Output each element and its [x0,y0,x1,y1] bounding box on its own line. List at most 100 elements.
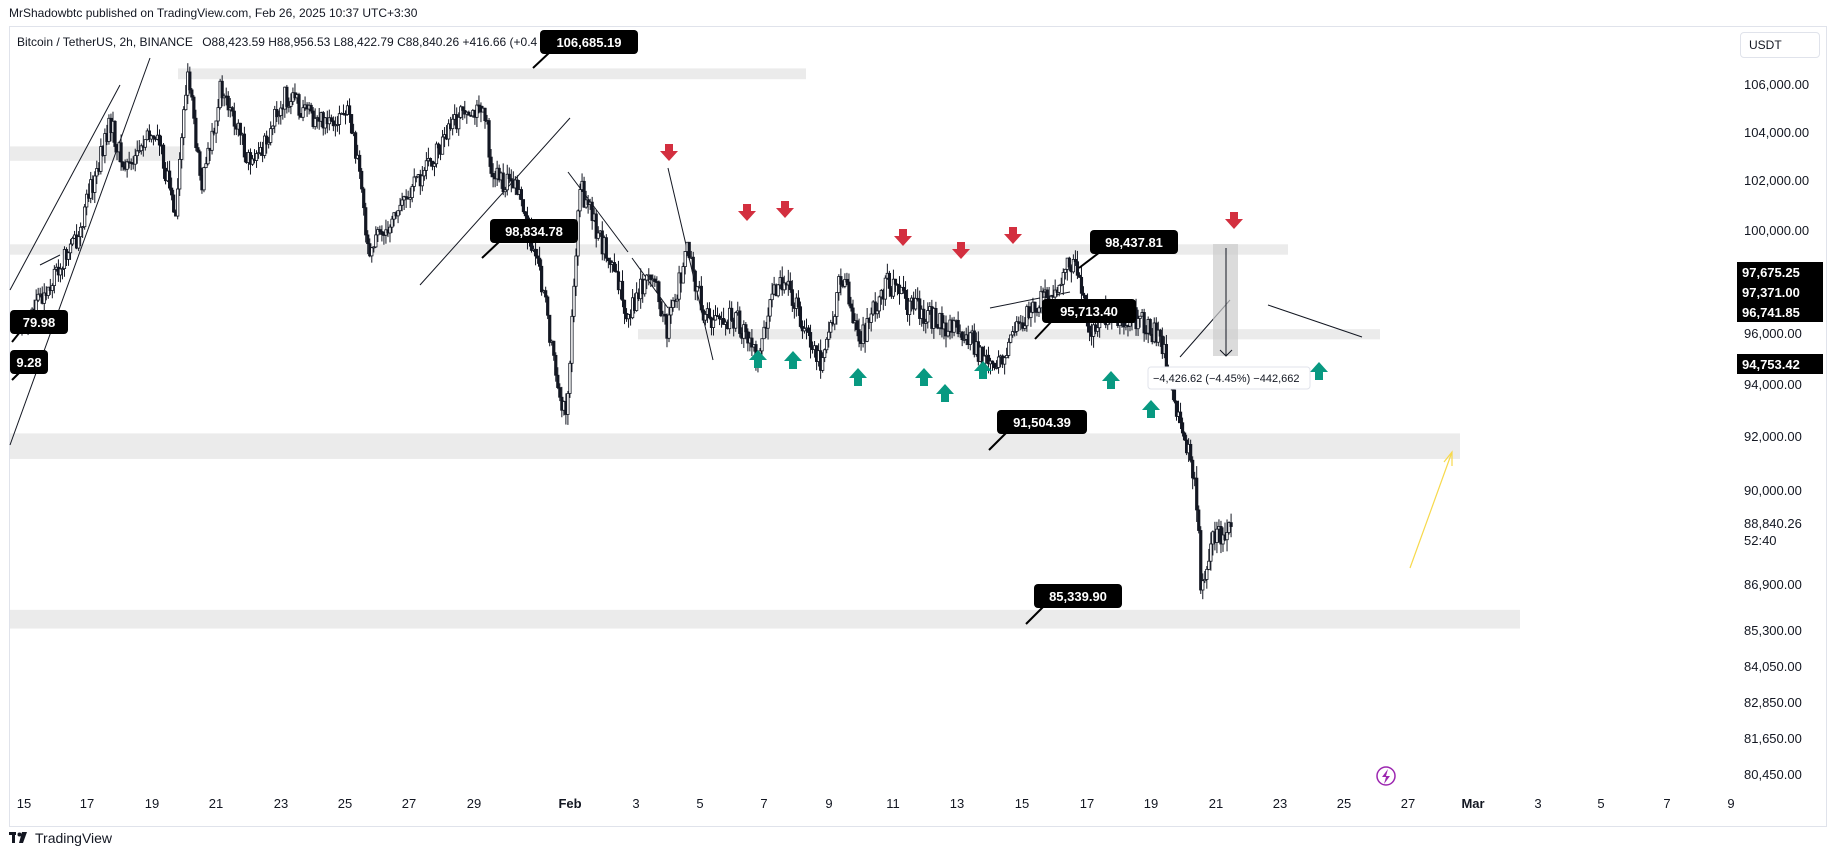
candle-body [297,94,301,116]
down-arrow-icon [894,229,912,246]
candle-body [113,120,117,147]
candle-body [869,313,873,323]
x-tick-label: 23 [1273,796,1287,811]
candle-body [738,310,742,334]
sr-zone [10,244,1288,255]
down-arrow-icon [952,242,970,259]
price-axis: 106,000.00 104,000.00 102,000.00 100,000.00… [1744,77,1809,782]
callout-label: 79.98 [23,315,56,330]
candle-body [81,226,85,229]
trendline [9,84,121,291]
candle-body [1087,325,1092,333]
callout-label: 106,685.19 [556,35,621,50]
candle-body [182,109,186,139]
zones-layer [10,68,1520,629]
candle-body [254,153,259,161]
sr-zone [10,609,1520,629]
candle-body [1045,289,1049,298]
candle-body [412,176,416,187]
callout-label: 9.28 [16,355,41,370]
candle-body [968,332,972,345]
candle-body [400,199,404,206]
candle-body [776,284,780,297]
candle-body [515,179,519,195]
candle-body [746,331,750,344]
candle-body [125,161,129,170]
footer-brand[interactable]: TradingView [9,830,112,846]
candle-body [582,180,586,208]
trendline [9,57,151,446]
candle-body [691,256,695,272]
candle-body [1011,331,1015,336]
candle-body [574,255,578,287]
x-tick-label: Feb [558,796,581,811]
y-tick-label: 94,000.00 [1744,377,1802,392]
candle-body [79,226,83,238]
candle-body [990,360,995,364]
candle-body [204,163,208,168]
candle-body [760,338,764,352]
candle-body [782,282,786,291]
up-arrow-icon [936,384,954,402]
candle-body [285,86,289,107]
currency-button[interactable]: USDT [1740,32,1820,58]
candle-body [1158,329,1162,337]
symbol-legend[interactable]: Bitcoin / TetherUS, 2h, BINANCE O88,423.… [17,35,537,49]
candle-body [269,128,273,143]
x-tick-label: 3 [632,796,639,811]
candle-body [1077,274,1082,278]
sr-zone [10,146,185,161]
x-tick-label: Mar [1461,796,1484,811]
down-arrow-icon [1004,227,1022,244]
y-tick-label: 102,000.00 [1744,173,1809,188]
x-tick-label: 15 [1015,796,1029,811]
y-tick-label: 90,000.00 [1744,483,1802,498]
price-badge-bg [1737,282,1823,302]
trendline [1267,304,1363,338]
candle-body [36,293,40,301]
callout-bg [540,30,638,54]
down-arrow-icon [776,201,794,218]
callout-label: 91,504.39 [1013,415,1071,430]
candle-body [768,299,772,317]
measure-label-bg [1147,366,1311,390]
candle-body [1071,259,1075,273]
candle-body [594,213,598,239]
candle-body [1215,528,1219,543]
candle-body [459,106,463,118]
candle-body [1225,532,1229,541]
candle-body [66,252,71,260]
candle-body [467,111,471,116]
candle-body [192,96,196,119]
candle-body [507,173,511,180]
candle-body [1096,327,1100,332]
sr-zone [178,68,806,80]
candle-body [273,109,277,127]
candle-body [699,285,703,311]
candle-body [1164,344,1168,368]
candle-body [172,194,176,213]
candle-body [170,187,174,196]
callout-label: 98,437.81 [1105,235,1163,250]
candle-body [378,229,382,232]
x-tick-label: 27 [1401,796,1415,811]
candle-body [206,147,210,165]
candle-body [58,268,63,276]
candle-body [533,248,538,257]
candle-body [505,173,509,191]
candle-body [823,349,827,358]
up-arrow-icon [784,351,802,369]
countdown-label: 52:40 [1744,533,1777,548]
x-tick-label: 7 [760,796,767,811]
candle-body [713,315,718,321]
price-badge-bg [1737,302,1823,322]
candle-body [887,272,891,289]
candle-body [544,290,548,298]
candle-body [1136,318,1140,330]
current-price-label: 88,840.26 [1744,516,1802,531]
x-tick-label: 5 [696,796,703,811]
candle-body [178,158,182,190]
candle-body [263,135,267,156]
projection-arrowhead [1443,450,1453,466]
